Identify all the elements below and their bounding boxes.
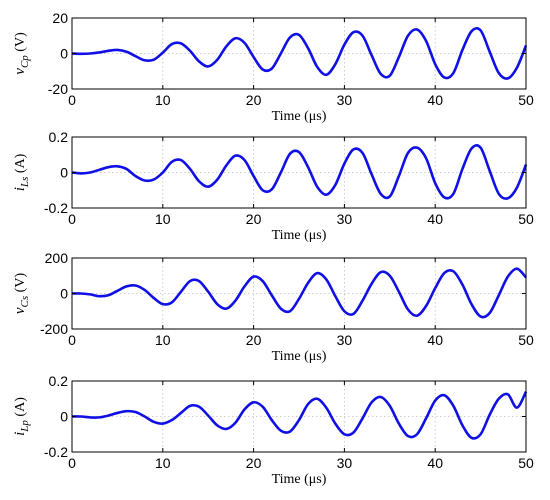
x-tick-label: 0 xyxy=(68,332,76,348)
y-tick-label: 200 xyxy=(45,250,69,266)
y-axis-label: vCp (V) xyxy=(12,32,31,75)
y-tick-label: 0 xyxy=(60,409,68,425)
y-axis-symbol: i xyxy=(12,187,28,191)
y-axis-label: iLp (A) xyxy=(12,397,31,436)
series-line xyxy=(71,144,528,200)
x-tick-label: 50 xyxy=(518,92,534,108)
y-axis-label: iLs (A) xyxy=(12,153,31,191)
x-axis-label: Time (μs) xyxy=(272,228,327,243)
x-tick-label: 20 xyxy=(246,332,262,348)
x-tick-label: 40 xyxy=(427,211,443,227)
x-tick-label: 40 xyxy=(427,332,443,348)
x-axis-label: Time (μs) xyxy=(272,109,327,124)
x-tick-label: 10 xyxy=(155,92,171,108)
y-tick-label: 0 xyxy=(60,165,68,181)
x-tick-label: 20 xyxy=(246,211,262,227)
y-axis-unit: (V) xyxy=(13,273,28,296)
y-axis-subscript: Cp xyxy=(19,55,31,68)
y-axis-label: vCs (V) xyxy=(12,273,31,315)
x-axis-label: Time (μs) xyxy=(272,349,327,364)
x-tick-label: 40 xyxy=(427,455,443,471)
x-tick-label: 0 xyxy=(68,211,76,227)
y-axis-subscript: Cs xyxy=(19,296,31,308)
y-axis-symbol: v xyxy=(12,68,28,75)
y-tick-label: -200 xyxy=(40,321,68,337)
x-tick-label: 20 xyxy=(246,92,262,108)
x-tick-label: 30 xyxy=(337,455,353,471)
y-axis-symbol: i xyxy=(12,432,28,436)
y-axis-subscript: Ls xyxy=(19,177,31,188)
y-axis-unit: (A) xyxy=(13,153,28,176)
series-line xyxy=(71,267,527,319)
x-tick-label: 10 xyxy=(155,455,171,471)
y-tick-label: -20 xyxy=(48,81,68,97)
x-tick-label: 30 xyxy=(337,92,353,108)
x-tick-label: 10 xyxy=(155,332,171,348)
x-tick-label: 50 xyxy=(518,332,534,348)
series-line xyxy=(71,27,528,80)
y-tick-label: 20 xyxy=(52,10,68,26)
x-tick-label: 30 xyxy=(337,332,353,348)
y-axis-subscript: Lp xyxy=(19,420,31,433)
y-tick-label: -0.2 xyxy=(44,444,68,460)
y-tick-label: -0.2 xyxy=(44,200,68,216)
x-axis-label: Time (μs) xyxy=(272,472,327,487)
y-axis-symbol: v xyxy=(12,307,28,314)
x-tick-label: 0 xyxy=(68,455,76,471)
x-tick-label: 20 xyxy=(246,455,262,471)
y-tick-label: 0.2 xyxy=(49,129,69,145)
x-tick-label: 30 xyxy=(337,211,353,227)
y-axis-unit: (A) xyxy=(13,397,28,420)
x-tick-label: 0 xyxy=(68,92,76,108)
x-tick-label: 40 xyxy=(427,92,443,108)
x-tick-label: 10 xyxy=(155,211,171,227)
x-tick-label: 50 xyxy=(518,455,534,471)
series-line xyxy=(71,391,528,440)
x-tick-label: 50 xyxy=(518,211,534,227)
y-tick-label: 0 xyxy=(60,286,68,302)
y-tick-label: 0 xyxy=(60,46,68,62)
y-axis-unit: (V) xyxy=(13,32,28,55)
y-tick-label: 0.2 xyxy=(49,373,69,389)
